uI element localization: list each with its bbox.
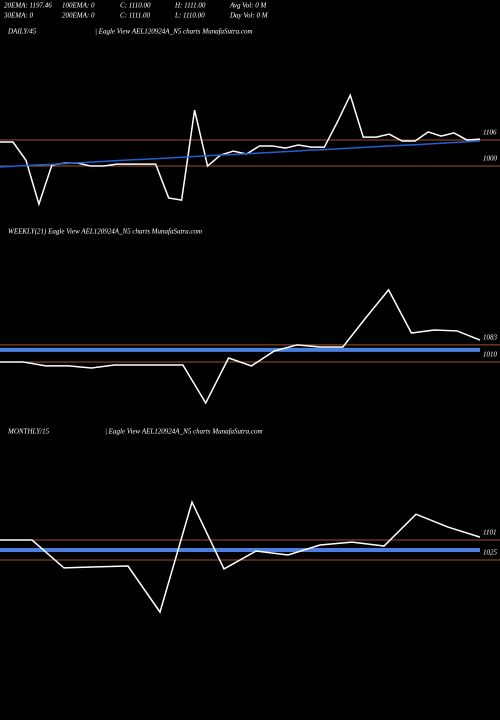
header-text: L: 1110.00	[174, 12, 205, 20]
panel-subtitle: | Eagle View AEL120924A_N5 charts Munafa…	[105, 428, 263, 436]
price-line	[0, 500, 481, 614]
reference-label: 1106	[483, 129, 497, 137]
price-line	[0, 93, 481, 207]
reference-label: 1010	[483, 351, 498, 359]
header-text: C: 1110.00	[120, 2, 151, 10]
header-text: 200EMA: 0	[62, 12, 95, 20]
reference-label: 1025	[483, 549, 498, 557]
panel-title: MONTHLY/15	[7, 428, 50, 436]
header-text: Avg Vol: 0 M	[229, 2, 268, 10]
reference-label: 1083	[483, 334, 498, 342]
reference-label: 1000	[483, 155, 498, 163]
reference-label: 1101	[483, 529, 496, 537]
header-text: 30EMA: 0	[3, 12, 33, 20]
header-text: H: 1111.00	[174, 2, 206, 10]
price-line	[0, 288, 481, 405]
header-text: C: 1111.00	[120, 12, 150, 20]
panel-title: WEEKLY(21) Eagle View AEL120924A_N5 char…	[8, 228, 202, 236]
header-text: 100EMA: 0	[62, 2, 95, 10]
price-line	[0, 140, 481, 168]
header-text: 20EMA: 1197.46	[4, 2, 52, 10]
panel-subtitle: | Eagle View AEL120924A_N5 charts Munafa…	[95, 28, 253, 36]
header-text: Day Vol: 0 M	[229, 12, 269, 20]
panel-title: DAILY/45	[7, 28, 37, 36]
